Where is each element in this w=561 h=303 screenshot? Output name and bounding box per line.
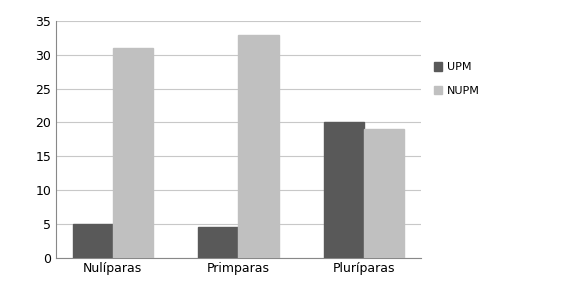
Bar bbox=[73, 224, 113, 258]
Bar bbox=[238, 35, 279, 258]
Legend: UPM, NUPM: UPM, NUPM bbox=[434, 62, 480, 96]
Bar bbox=[324, 122, 364, 258]
Bar bbox=[198, 227, 238, 258]
Bar bbox=[113, 48, 153, 258]
Bar bbox=[364, 129, 404, 258]
